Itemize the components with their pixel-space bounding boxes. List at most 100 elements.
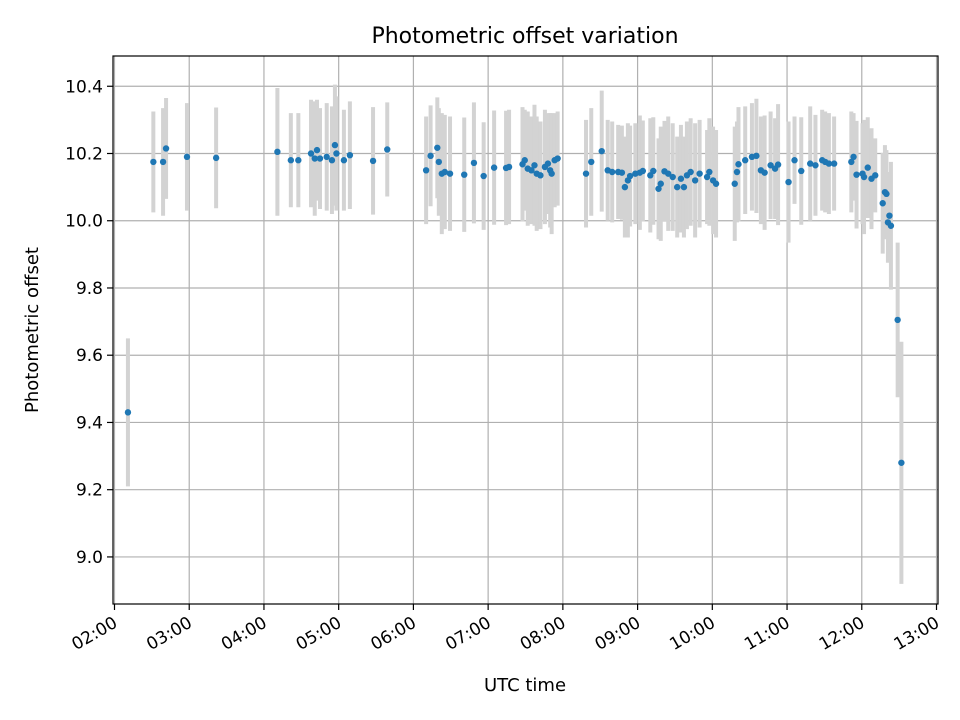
- data-point: [124, 409, 132, 416]
- data-point: [544, 160, 552, 167]
- data-point: [712, 180, 720, 187]
- data-point: [548, 170, 555, 177]
- data-point: [287, 157, 295, 164]
- data-point: [812, 162, 819, 169]
- data-point: [657, 180, 664, 187]
- data-point: [313, 146, 321, 154]
- data-point: [665, 170, 672, 177]
- data-point: [673, 183, 681, 191]
- data-point: [159, 158, 167, 166]
- data-point: [731, 180, 738, 187]
- data-point: [798, 167, 805, 175]
- data-point: [626, 172, 634, 180]
- data-point: [369, 157, 377, 165]
- data-point: [669, 173, 676, 181]
- data-point: [505, 163, 513, 171]
- data-point: [774, 161, 782, 168]
- data-point: [807, 160, 814, 167]
- data-point: [598, 147, 605, 155]
- data-point: [333, 150, 340, 157]
- data-point: [761, 169, 768, 176]
- data-point: [848, 158, 855, 166]
- data-point: [677, 175, 685, 182]
- data-point: [295, 157, 302, 164]
- data-point: [490, 164, 498, 171]
- data-point: [608, 168, 616, 176]
- data-point: [886, 212, 893, 219]
- data-point: [680, 183, 688, 191]
- x-axis-label: UTC time: [484, 675, 566, 696]
- data-point: [162, 145, 170, 152]
- data-point: [582, 170, 590, 177]
- data-point: [735, 161, 742, 168]
- data-point: [316, 155, 324, 162]
- y-axis-label: Photometric offset: [22, 247, 43, 413]
- data-point: [655, 185, 662, 192]
- y-tick-label: 10.4: [65, 77, 103, 97]
- y-axis-ticks: 9.0 9.2 9.4 9.6 9.8 10.0 10.2 10.4: [65, 77, 113, 568]
- data-point: [150, 158, 157, 166]
- data-point: [346, 151, 354, 159]
- data-point: [384, 146, 391, 153]
- data-point: [434, 144, 441, 151]
- data-point: [537, 172, 544, 179]
- data-point: [461, 171, 468, 178]
- data-point: [650, 167, 657, 175]
- data-point: [753, 152, 760, 160]
- data-point: [706, 168, 713, 176]
- data-point: [696, 170, 703, 177]
- data-point: [733, 168, 741, 176]
- data-point: [470, 159, 478, 167]
- y-tick-label: 9.6: [76, 346, 103, 366]
- data-point: [323, 153, 330, 161]
- data-point: [528, 167, 535, 174]
- y-tick-label: 9.0: [76, 548, 103, 568]
- y-tick-label: 9.8: [76, 279, 103, 299]
- data-point: [446, 170, 454, 177]
- data-point: [850, 153, 857, 161]
- data-point: [791, 157, 798, 164]
- data-point: [883, 190, 890, 198]
- data-point: [531, 162, 538, 169]
- data-point: [340, 157, 348, 164]
- y-tick-label: 9.2: [76, 481, 103, 501]
- y-tick-label: 10.0: [65, 212, 103, 232]
- y-tick-label: 10.2: [65, 144, 103, 164]
- data-points: [124, 141, 905, 466]
- data-point: [767, 162, 774, 169]
- data-point: [183, 153, 191, 161]
- data-point: [894, 316, 901, 324]
- data-point: [588, 158, 595, 166]
- data-point: [639, 167, 647, 175]
- data-point: [830, 160, 838, 167]
- data-point: [427, 152, 434, 160]
- data-point: [311, 155, 318, 162]
- data-point: [621, 183, 629, 191]
- data-point: [825, 160, 833, 167]
- data-point: [480, 172, 487, 180]
- y-tick-label: 9.4: [76, 413, 103, 433]
- data-point: [864, 164, 871, 171]
- data-point: [441, 168, 448, 176]
- data-point: [887, 222, 895, 229]
- data-point: [422, 167, 430, 174]
- data-point: [879, 200, 886, 207]
- data-point: [898, 459, 905, 466]
- data-point: [785, 178, 792, 186]
- data-point: [853, 171, 860, 178]
- plot-frame: [112, 55, 939, 605]
- data-point: [328, 157, 336, 164]
- data-point: [435, 158, 443, 166]
- data-point: [742, 157, 749, 164]
- data-point: [872, 172, 879, 179]
- chart-title: Photometric offset variation: [371, 24, 678, 49]
- data-point: [860, 173, 868, 181]
- data-point: [691, 177, 699, 184]
- data-point: [554, 155, 561, 162]
- data-point: [212, 154, 220, 162]
- data-point: [307, 150, 315, 157]
- data-point: [618, 169, 626, 176]
- data-point: [703, 173, 711, 181]
